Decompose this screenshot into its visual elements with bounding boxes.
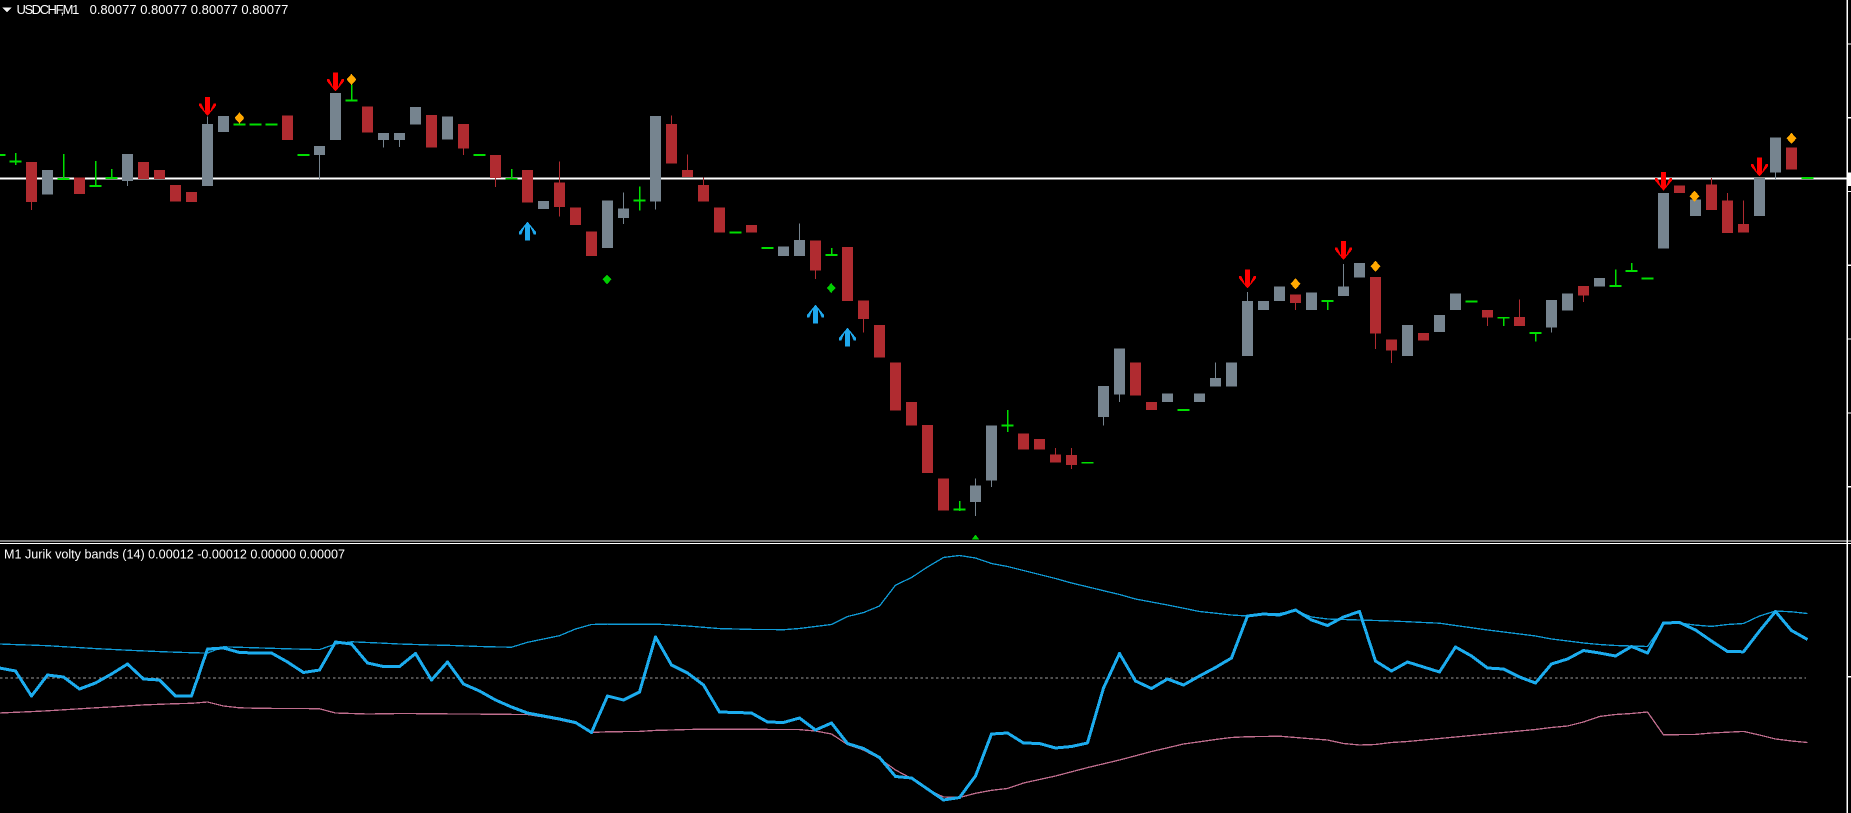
svg-text:M1 Jurik volty bands (14) 0.00: M1 Jurik volty bands (14) 0.00012 -0.000… xyxy=(4,548,345,562)
svg-text:USDCHF,M1: USDCHF,M1 xyxy=(17,2,80,17)
svg-text:0.80077 0.80077 0.80077 0.8007: 0.80077 0.80077 0.80077 0.80077 xyxy=(90,2,289,17)
